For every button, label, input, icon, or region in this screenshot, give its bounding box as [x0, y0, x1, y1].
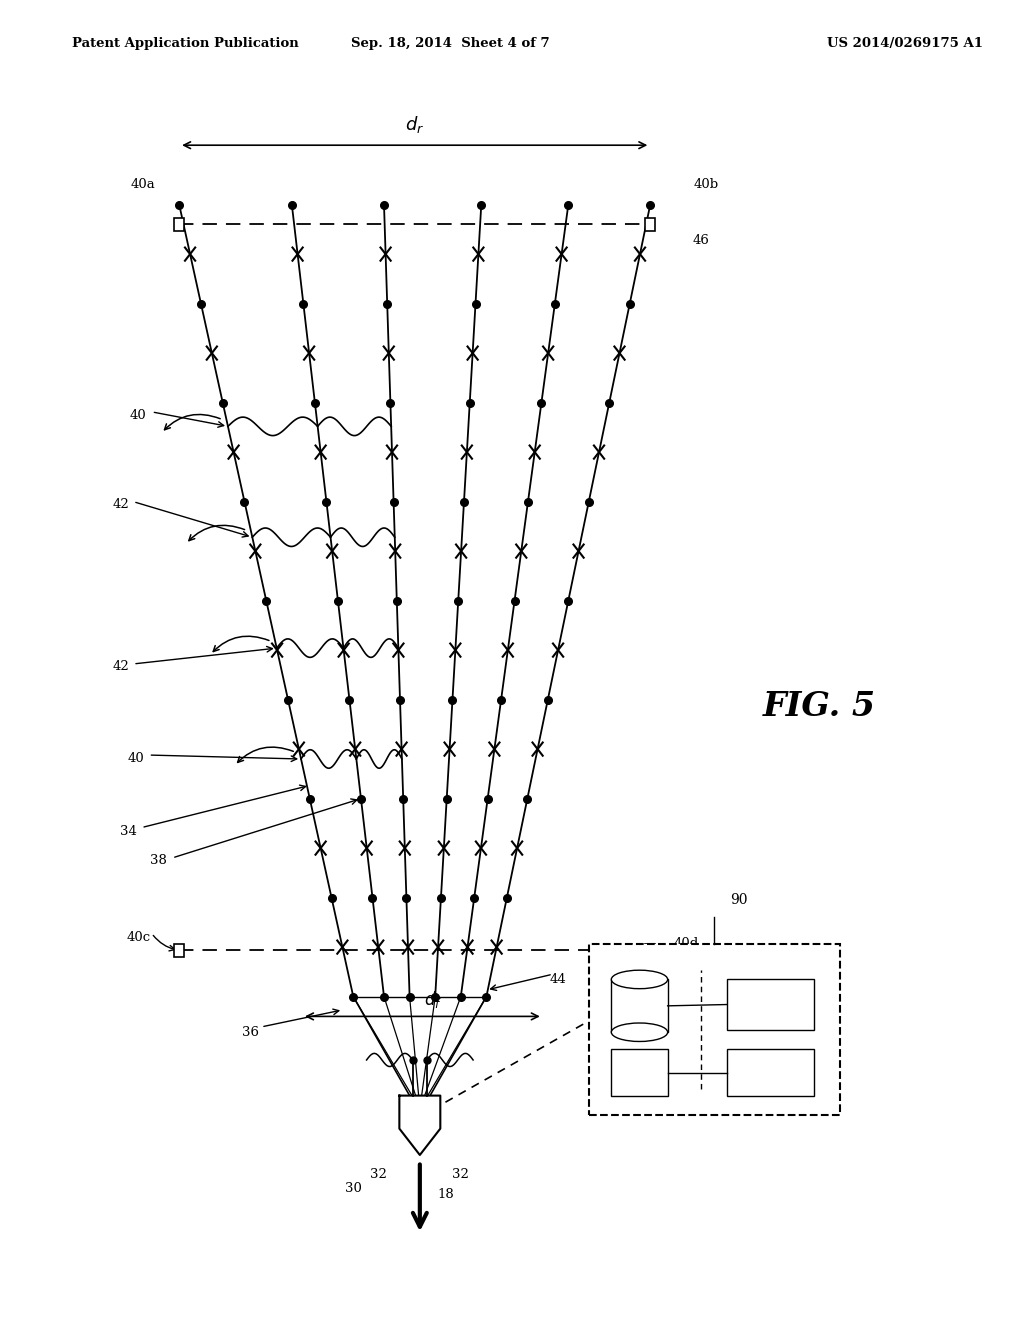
Text: 40a: 40a: [131, 178, 156, 191]
Text: $d_r$: $d_r$: [406, 114, 424, 135]
Text: 32: 32: [371, 1168, 387, 1181]
Text: Patent Application Publication: Patent Application Publication: [72, 37, 298, 50]
Text: 40d: 40d: [674, 937, 698, 950]
Bar: [589, 944, 840, 1115]
Text: 42: 42: [113, 660, 129, 673]
Text: Sep. 18, 2014  Sheet 4 of 7: Sep. 18, 2014 Sheet 4 of 7: [351, 37, 550, 50]
Text: 44: 44: [550, 973, 566, 986]
Bar: [611, 979, 668, 1032]
Text: 34: 34: [120, 825, 136, 838]
Bar: [174, 218, 184, 231]
Bar: [645, 944, 655, 957]
Text: 40b: 40b: [694, 178, 719, 191]
Ellipse shape: [611, 970, 668, 989]
Text: 46: 46: [693, 234, 710, 247]
Ellipse shape: [611, 1023, 668, 1041]
Bar: [174, 944, 184, 957]
Text: 32: 32: [453, 1168, 469, 1181]
Text: 30: 30: [345, 1181, 361, 1195]
Text: $d_f$: $d_f$: [424, 989, 441, 1010]
Text: 36: 36: [243, 1026, 259, 1039]
Text: FIG. 5: FIG. 5: [763, 689, 876, 722]
Text: 38: 38: [151, 854, 167, 867]
Bar: [727, 1049, 814, 1096]
Text: 40c: 40c: [126, 931, 151, 944]
Bar: [645, 218, 655, 231]
Text: 93: 93: [819, 1102, 836, 1115]
Text: 90: 90: [730, 892, 749, 907]
Text: 94: 94: [763, 960, 778, 973]
Bar: [611, 1049, 668, 1096]
Polygon shape: [399, 1096, 440, 1155]
Text: 92: 92: [591, 1102, 606, 1115]
Text: 42: 42: [113, 498, 129, 511]
Text: 18: 18: [437, 1188, 454, 1201]
Text: US 2014/0269175 A1: US 2014/0269175 A1: [827, 37, 983, 50]
Text: 91: 91: [627, 942, 642, 956]
Bar: [727, 979, 814, 1030]
Text: 40: 40: [128, 752, 144, 766]
Text: 40: 40: [130, 409, 146, 422]
